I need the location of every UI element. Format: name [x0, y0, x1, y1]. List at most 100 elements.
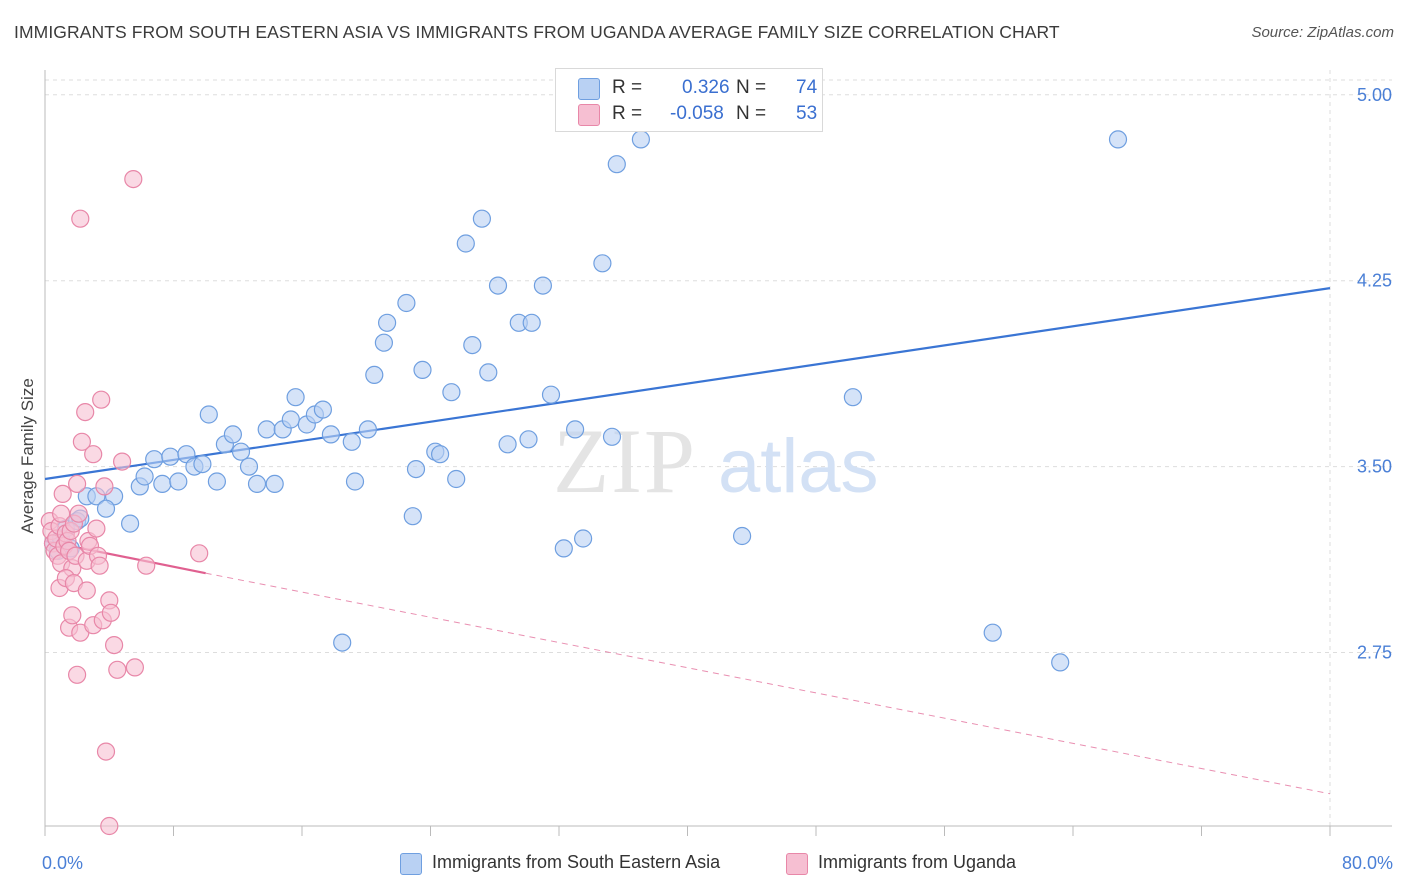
legend-r-label: R =: [612, 103, 643, 124]
point-south-eastern-asia: [983, 623, 1002, 642]
point-south-eastern-asia: [96, 499, 116, 518]
point-uganda: [90, 556, 109, 575]
point-uganda: [124, 170, 143, 189]
y-axis-title: Average Family Size: [18, 378, 37, 534]
legend-n-value: 74: [796, 77, 818, 98]
point-south-eastern-asia: [406, 460, 426, 479]
point-south-eastern-asia: [121, 514, 140, 533]
point-south-eastern-asia: [374, 333, 393, 352]
source-label: Source: ZipAtlas.com: [1251, 24, 1394, 41]
bottom-legend-swatch-pink: [786, 853, 808, 875]
point-south-eastern-asia: [456, 234, 475, 253]
bottom-legend-label: Immigrants from South Eastern Asia: [432, 852, 721, 872]
grid-lines: [45, 70, 1392, 826]
point-south-eastern-asia: [573, 529, 593, 548]
trend-line-south-eastern-asia: [44, 287, 1331, 481]
point-south-eastern-asia: [239, 457, 259, 476]
legend-swatch-blue: [578, 78, 600, 100]
point-south-eastern-asia: [265, 474, 284, 493]
point-south-eastern-asia: [135, 467, 154, 486]
point-uganda: [67, 665, 87, 684]
legend-n-label: N =: [736, 77, 767, 98]
bottom-legend-label: Immigrants from Uganda: [818, 852, 1017, 872]
point-uganda: [95, 477, 114, 496]
x-tick-label: 80.0%: [1342, 853, 1393, 873]
point-south-eastern-asia: [247, 474, 267, 493]
point-south-eastern-asia: [145, 450, 164, 469]
point-south-eastern-asia: [607, 155, 626, 174]
point-south-eastern-asia: [1108, 130, 1128, 149]
point-south-eastern-asia: [472, 209, 491, 228]
point-south-eastern-asia: [345, 472, 365, 491]
point-south-eastern-asia: [365, 365, 384, 384]
point-south-eastern-asia: [342, 432, 361, 451]
point-uganda: [72, 432, 92, 451]
point-uganda: [84, 445, 103, 464]
point-south-eastern-asia: [378, 313, 397, 332]
point-south-eastern-asia: [602, 427, 622, 446]
point-south-eastern-asia: [498, 435, 517, 454]
point-uganda: [69, 504, 88, 523]
watermark: ZIP atlas: [553, 410, 879, 512]
point-south-eastern-asia: [199, 405, 218, 424]
point-south-eastern-asia: [281, 410, 300, 429]
point-uganda: [108, 660, 127, 679]
point-south-eastern-asia: [223, 425, 242, 444]
point-south-eastern-asia: [161, 447, 180, 466]
chart-title: IMMIGRANTS FROM SOUTH EASTERN ASIA VS IM…: [14, 22, 1060, 42]
point-south-eastern-asia: [519, 430, 538, 449]
y-tick-label: 2.75: [1357, 642, 1392, 662]
point-south-eastern-asia: [193, 455, 212, 474]
point-south-eastern-asia: [554, 539, 573, 558]
trend-extension-uganda: [205, 572, 1331, 795]
point-south-eastern-asia: [153, 474, 172, 493]
axis-labels: 2.75 3.50 4.25 5.00 0.0% 80.0%: [42, 85, 1393, 873]
point-south-eastern-asia: [358, 420, 377, 439]
point-south-eastern-asia: [442, 383, 461, 402]
point-south-eastern-asia: [257, 420, 276, 439]
point-south-eastern-asia: [631, 130, 651, 149]
y-tick-label: 3.50: [1357, 457, 1392, 477]
point-south-eastern-asia: [533, 276, 553, 295]
point-south-eastern-asia: [403, 507, 422, 526]
bottom-legend-swatch-blue: [400, 853, 422, 875]
legend-box: R = 0.326 N = 74 R = -0.058 N = 53: [555, 68, 823, 132]
trend-lines: [44, 287, 1331, 795]
point-south-eastern-asia: [313, 400, 332, 419]
point-uganda: [190, 544, 209, 563]
point-uganda: [100, 816, 119, 836]
point-south-eastern-asia: [732, 526, 752, 546]
legend-r-value: 0.326: [682, 77, 730, 98]
point-south-eastern-asia: [431, 445, 450, 464]
point-south-eastern-asia: [463, 336, 482, 355]
legend-r-label: R =: [612, 77, 643, 98]
point-south-eastern-asia: [843, 388, 863, 407]
point-south-eastern-asia: [522, 313, 541, 332]
point-south-eastern-asia: [286, 388, 305, 407]
point-south-eastern-asia: [1051, 653, 1070, 672]
point-south-eastern-asia: [333, 633, 352, 652]
point-south-eastern-asia: [169, 472, 188, 491]
y-tick-label: 4.25: [1357, 271, 1392, 291]
point-uganda: [63, 606, 82, 625]
legend-n-value: 53: [796, 103, 818, 124]
point-south-eastern-asia: [397, 293, 416, 313]
point-uganda: [67, 474, 87, 493]
axes: [44, 70, 1392, 836]
point-south-eastern-asia: [479, 363, 498, 382]
point-south-eastern-asia: [321, 425, 340, 444]
point-uganda: [92, 390, 111, 409]
data-points: [40, 130, 1128, 836]
y-tick-label: 5.00: [1357, 85, 1392, 105]
point-uganda: [104, 635, 124, 655]
point-uganda: [137, 556, 156, 575]
legend-swatch-pink: [578, 104, 600, 126]
x-tick-label: 0.0%: [42, 853, 83, 873]
point-uganda: [76, 403, 95, 422]
point-uganda: [96, 742, 116, 761]
point-south-eastern-asia: [541, 385, 561, 404]
legend-n-label: N =: [736, 103, 767, 124]
legend-r-value: -0.058: [670, 103, 724, 124]
point-south-eastern-asia: [207, 472, 226, 491]
